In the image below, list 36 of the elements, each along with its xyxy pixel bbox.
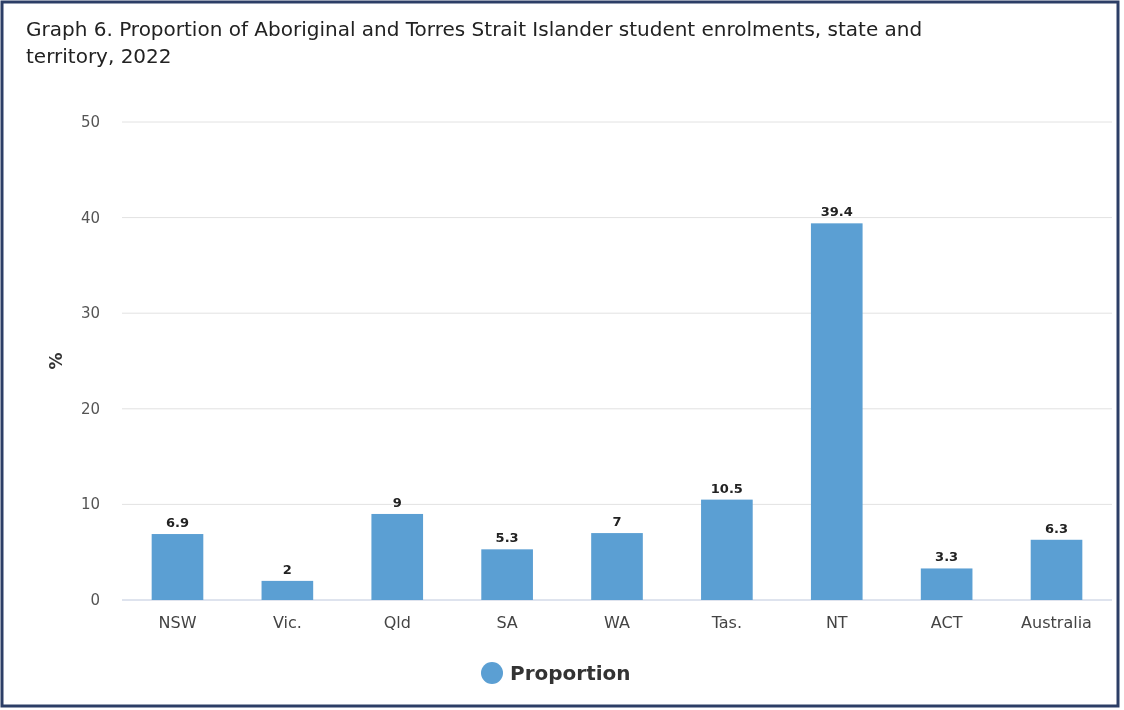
data-label: 6.3 bbox=[1045, 520, 1069, 536]
x-tick-label: NT bbox=[825, 613, 848, 632]
bar bbox=[810, 223, 863, 600]
x-tick-label: WA bbox=[604, 613, 630, 632]
y-tick-label: 30 bbox=[80, 304, 100, 323]
x-tick-label: Australia bbox=[1021, 613, 1092, 632]
bar bbox=[1030, 539, 1083, 600]
bar bbox=[151, 534, 204, 600]
data-label: 6.9 bbox=[165, 515, 189, 531]
data-label: 10.5 bbox=[710, 480, 743, 496]
chart-title: Graph 6. Proportion of Aboriginal and Torres Strait Islander student enrolments, state and territory, 2022 bbox=[26, 17, 923, 68]
x-tick-label: NSW bbox=[158, 613, 197, 632]
x-tick-label: SA bbox=[496, 613, 518, 632]
data-label: 7 bbox=[612, 514, 622, 530]
x-tick-label: Tas. bbox=[710, 613, 743, 632]
legend-label: Proportion bbox=[510, 661, 631, 685]
bar bbox=[701, 499, 753, 600]
data-label: 2 bbox=[282, 561, 292, 577]
bar bbox=[591, 533, 643, 600]
bar bbox=[481, 549, 533, 600]
x-tick-label: Vic. bbox=[272, 613, 302, 632]
data-label: 9 bbox=[392, 494, 402, 510]
data-label: 5.3 bbox=[495, 530, 519, 546]
y-tick-label: 0 bbox=[90, 591, 100, 609]
y-tick-label: 10 bbox=[80, 495, 100, 514]
data-label: 3.3 bbox=[935, 549, 959, 565]
x-tick-label: Qld bbox=[383, 613, 411, 632]
y-tick-label: 40 bbox=[80, 208, 100, 227]
y-tick-label: 50 bbox=[80, 113, 100, 131]
y-tick-label: 20 bbox=[80, 399, 100, 418]
y-axis-title: % bbox=[46, 352, 66, 370]
x-tick-label: ACT bbox=[930, 613, 963, 632]
bar bbox=[920, 568, 973, 600]
bar bbox=[261, 580, 314, 600]
bar bbox=[371, 513, 424, 600]
data-label: 39.4 bbox=[820, 204, 853, 220]
